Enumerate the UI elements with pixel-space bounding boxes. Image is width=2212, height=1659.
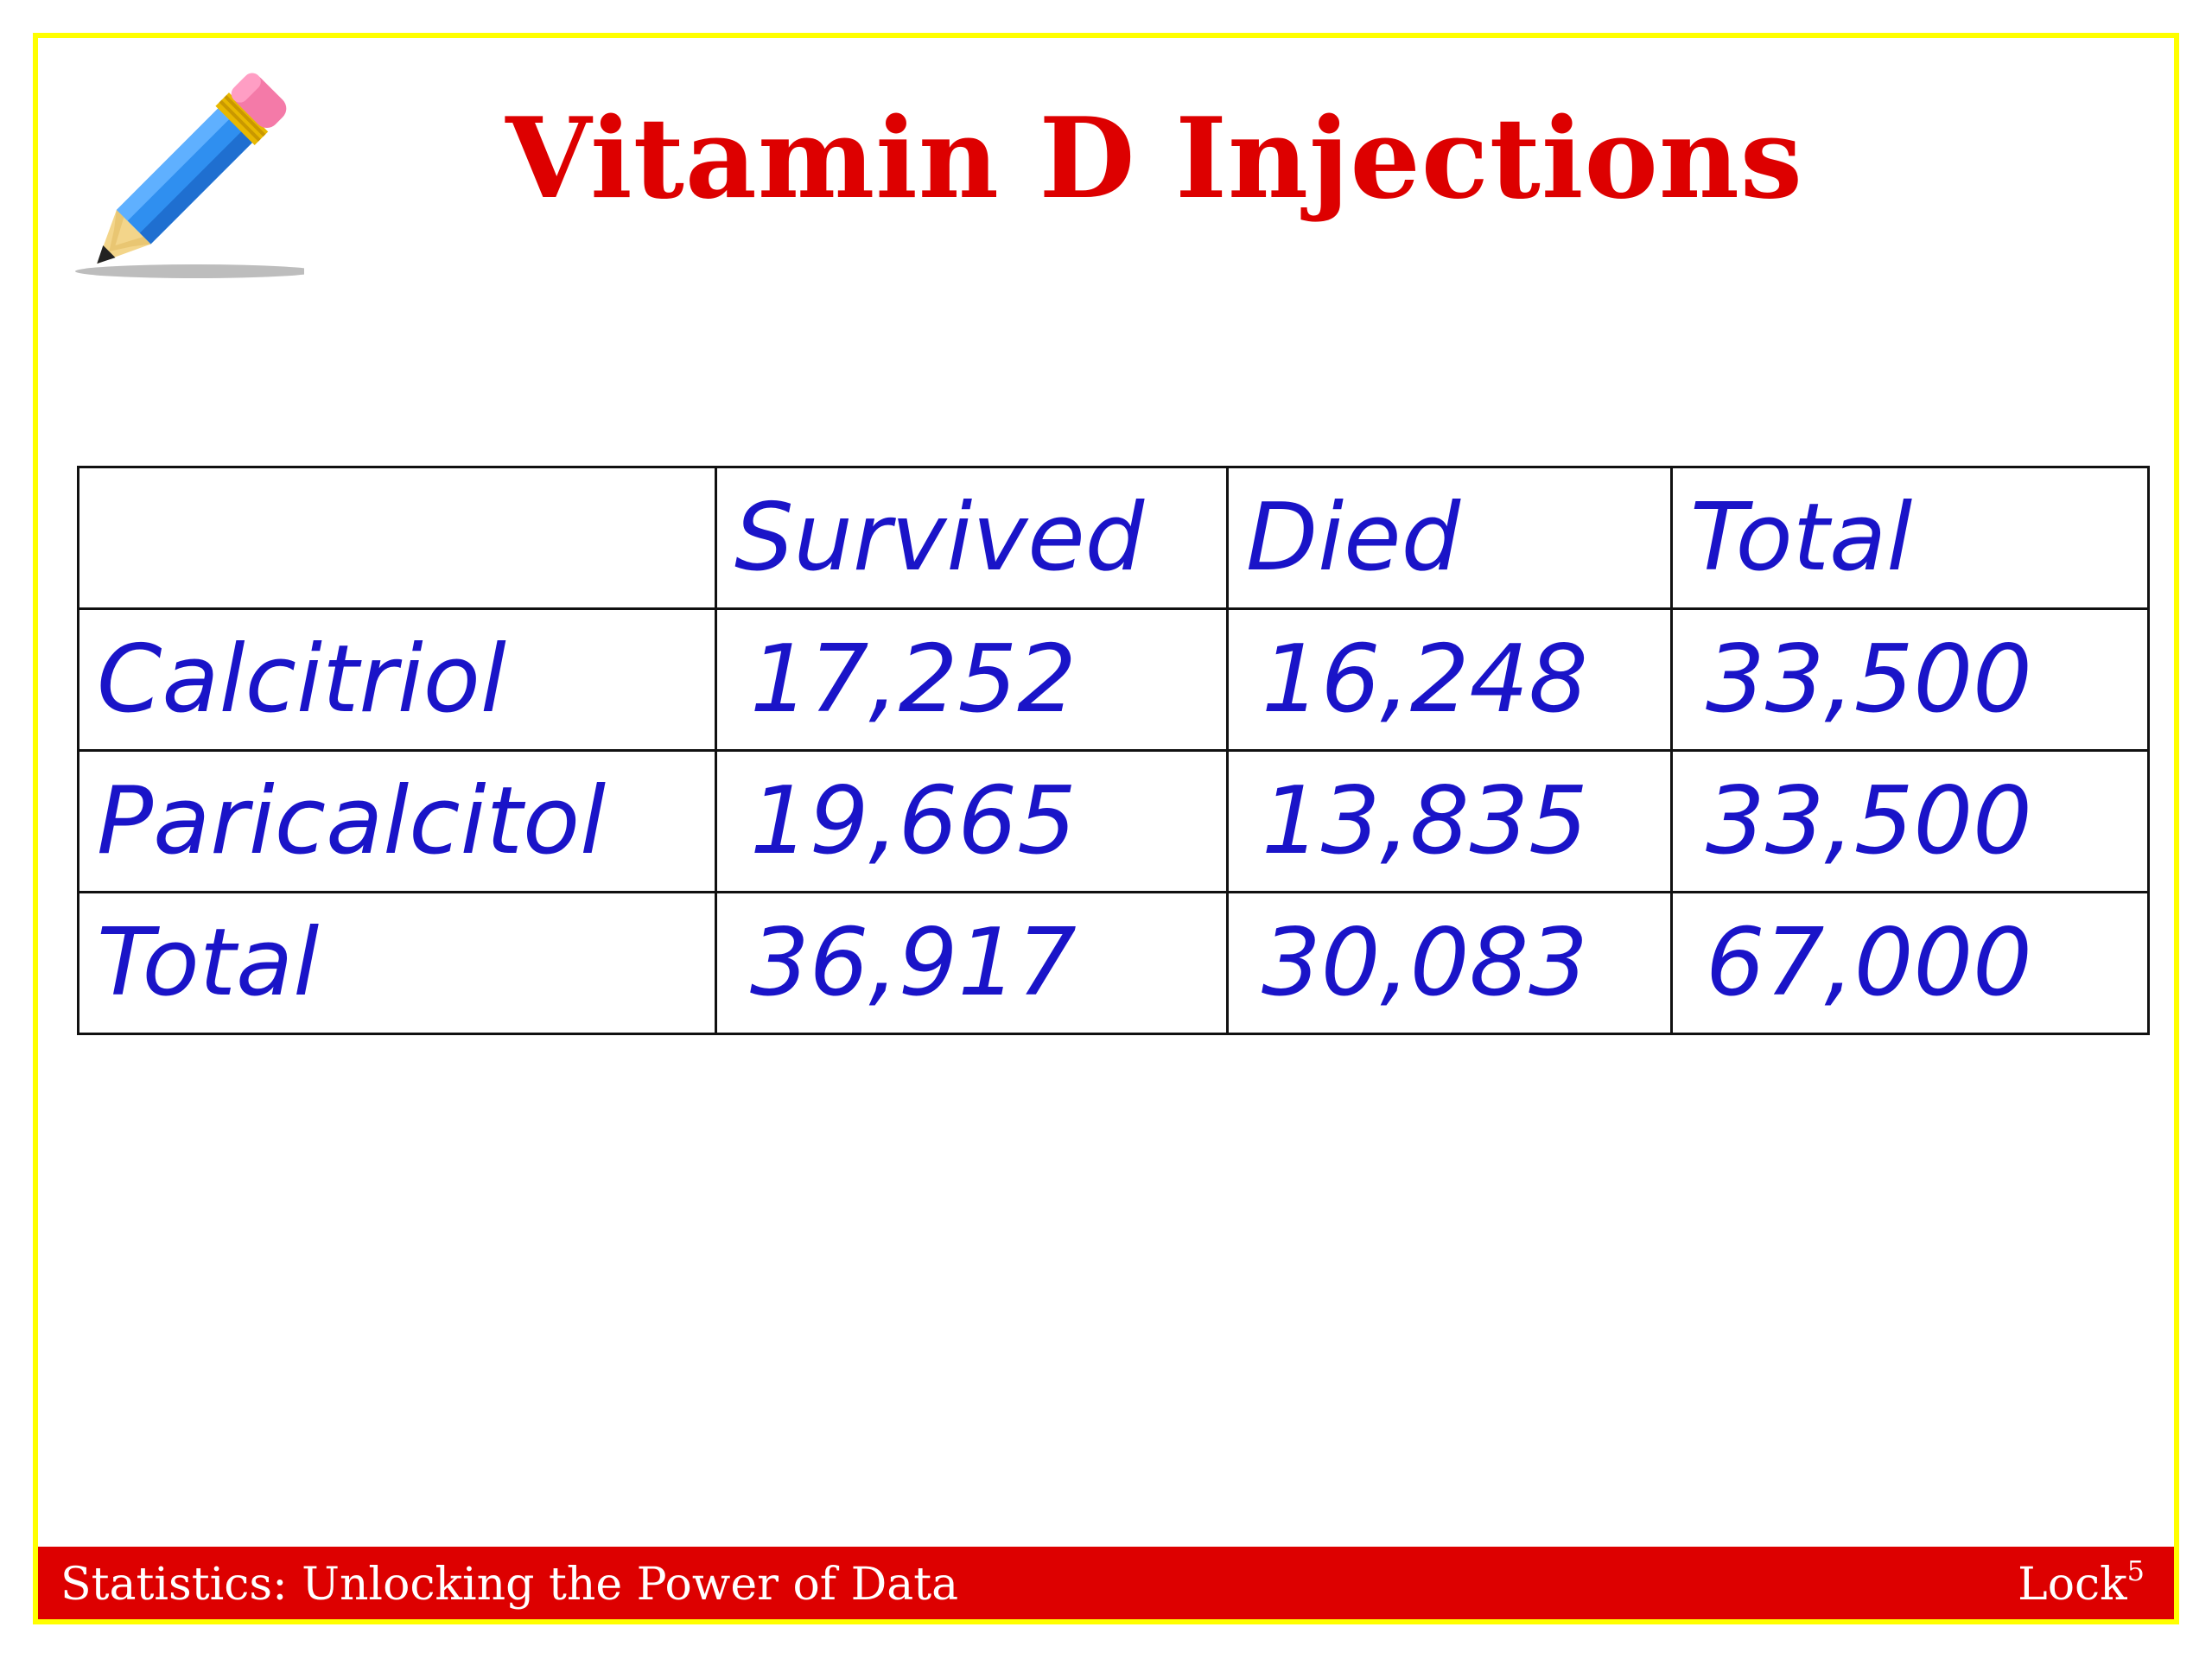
footer-author-superscript: 5 [2126,1554,2145,1587]
row-label: Total [77,891,717,1035]
table-row: Paricalcitol 19,665 13,835 33,500 [77,749,2150,893]
table-cell: 16,248 [1226,607,1673,752]
slide-title: Vitamin D Injections [505,94,1803,224]
table-header-cell: Died [1226,466,1673,610]
table-cell: 17,252 [715,607,1229,752]
row-label: Calcitriol [77,607,717,752]
table-cell: 36,917 [715,891,1229,1035]
table-cell: 13,835 [1226,749,1673,893]
table-row: Calcitriol 17,252 16,248 33,500 [77,607,2150,752]
table-header-cell [77,466,717,610]
footer-bar: Statistics: Unlocking the Power of Data … [38,1547,2174,1619]
contingency-table: Survived Died Total Calcitriol 17,252 16… [77,466,2150,1035]
footer-author: Lock5 [2018,1548,2145,1621]
footer-author-name: Lock [2018,1559,2127,1611]
table-cell: 33,500 [1670,607,2150,752]
pencil-icon [75,73,304,278]
table-cell: 30,083 [1226,891,1673,1035]
table-cell: 19,665 [715,749,1229,893]
table-header-row: Survived Died Total [77,466,2150,610]
table-cell: 67,000 [1670,891,2150,1035]
table-cell: 33,500 [1670,749,2150,893]
table-header-cell: Survived [715,466,1229,610]
table-row: Total 36,917 30,083 67,000 [77,891,2150,1035]
slide: Vitamin D Injections Survived Died Total… [33,33,2179,1624]
table-header-cell: Total [1670,466,2150,610]
footer-book-title: Statistics: Unlocking the Power of Data [60,1559,959,1611]
row-label: Paricalcitol [77,749,717,893]
